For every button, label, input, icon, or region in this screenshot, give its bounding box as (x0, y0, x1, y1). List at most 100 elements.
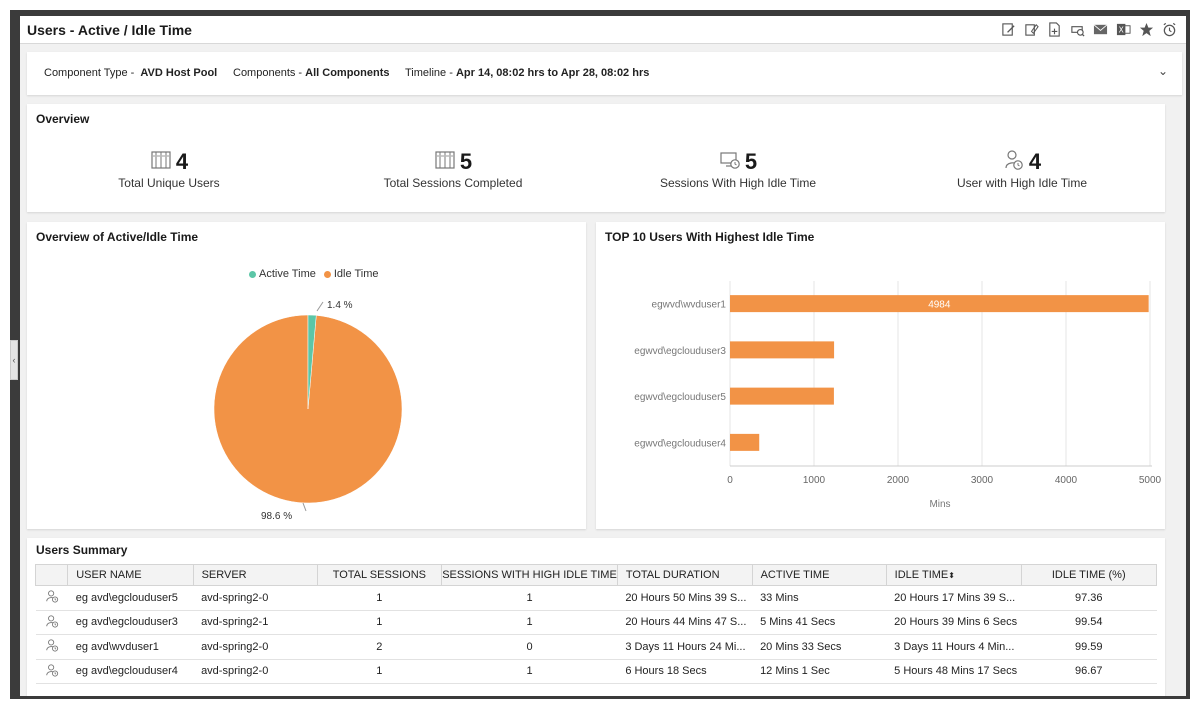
cell-active-time: 12 Mins 1 Sec (752, 659, 887, 684)
sort-arrows-icon[interactable]: ⬍ (948, 571, 955, 580)
column-header-total-sessions[interactable]: TOTAL SESSIONS (316, 564, 443, 586)
print-preview-icon[interactable] (1069, 21, 1086, 38)
users-summary-panel: Users Summary USER NAME SERVER TOTAL SES… (27, 538, 1165, 696)
table-row[interactable]: eg avd\wvduser1 avd-spring2-0 2 0 3 Days 11 … (35, 634, 1157, 660)
table-header-row: USER NAME SERVER TOTAL SESSIONS SESSIONS… (34, 564, 1157, 586)
cell-idle-time: 5 Hours 48 Mins 17 Secs (886, 659, 1021, 684)
row-icon-cell (35, 610, 68, 635)
filter-bar[interactable]: Component Type - AVD Host Pool Component… (27, 52, 1182, 95)
metric-value: 5 (459, 149, 473, 174)
bar[interactable] (730, 433, 760, 451)
components-label: Components - (233, 67, 303, 79)
timeline-filter[interactable]: Timeline - Apr 14, 08:02 hrs to Apr 28, … (405, 67, 649, 79)
column-header-icon (34, 564, 69, 586)
x-axis-title: Mins (929, 499, 950, 510)
cell-idle-time: 20 Hours 39 Mins 6 Secs (886, 610, 1021, 635)
alarm-clock-icon[interactable] (1161, 21, 1178, 38)
legend-item-active[interactable]: Active Time (249, 268, 316, 280)
toolbar: X (1000, 21, 1178, 38)
x-tick-label: 1000 (803, 475, 826, 486)
legend-item-idle[interactable]: Idle Time (323, 268, 379, 280)
cell-user[interactable]: eg avd\egclouduser5 (67, 585, 194, 611)
monitor-clock-icon (719, 149, 741, 176)
column-header-sessions-high-idle[interactable]: SESSIONS WITH HIGH IDLE TIME (441, 564, 618, 586)
edit-icon[interactable] (1023, 21, 1040, 38)
favorite-star-icon[interactable] (1138, 21, 1155, 38)
export-file-icon[interactable] (1046, 21, 1063, 38)
cell-user[interactable]: eg avd\egclouduser3 (67, 610, 194, 635)
metric-label: Total Unique Users (118, 176, 220, 190)
component-type-label: Component Type - (44, 67, 135, 79)
column-header-idle-pct[interactable]: IDLE TIME (%) (1020, 564, 1157, 586)
y-category-label: egwvd\egclouduser3 (634, 346, 726, 357)
pie-slice-active[interactable] (307, 314, 317, 410)
cell-idle-pct: 96.67 (1021, 659, 1157, 684)
user-clock-icon (1003, 149, 1025, 176)
edit-report-icon[interactable] (1000, 21, 1017, 38)
timeline-value: Apr 14, 08:02 hrs to Apr 28, 08:02 hrs (455, 67, 650, 79)
pie-data-label-idle: 98.6 % (261, 511, 292, 522)
user-clock-icon[interactable] (45, 590, 59, 606)
pie-slice-idle[interactable] (213, 314, 403, 504)
pie-legend: Active Time Idle Time (249, 268, 379, 280)
cell-server: avd-spring2-0 (193, 659, 317, 684)
cell-server: avd-spring2-0 (193, 634, 317, 660)
user-clock-icon[interactable] (45, 664, 59, 680)
table-row[interactable]: eg avd\egclouduser4 avd-spring2-0 1 1 6 Hour… (35, 659, 1157, 684)
cell-user[interactable]: eg avd\wvduser1 (67, 634, 194, 660)
cell-total-duration: 3 Days 11 Hours 24 Mi... (617, 634, 753, 660)
user-clock-icon[interactable] (45, 639, 59, 655)
excel-icon[interactable]: X (1115, 21, 1132, 38)
sessions-icon (434, 149, 456, 176)
cell-active-time: 33 Mins (752, 585, 887, 611)
bar[interactable] (730, 295, 1149, 313)
y-category-label: egwvd\egclouduser5 (634, 392, 726, 403)
table-body: eg avd\egclouduser5 avd-spring2-0 1 1 20 Hou… (35, 585, 1157, 684)
legend-label-idle: Idle Time (333, 268, 379, 280)
components-filter[interactable]: Components - All Components (233, 67, 390, 79)
bar[interactable] (730, 341, 835, 359)
cell-total-duration: 20 Hours 44 Mins 47 S... (617, 610, 753, 635)
cell-idle-time: 3 Days 11 Hours 4 Min... (886, 634, 1021, 660)
column-header-idle-time[interactable]: IDLE TIME⬍ (885, 564, 1022, 586)
cell-idle-pct: 99.59 (1021, 634, 1157, 660)
y-category-label: egwvd\wvduser1 (652, 300, 727, 311)
email-icon[interactable] (1092, 21, 1109, 38)
pie-leader-idle (302, 502, 307, 512)
cell-high-idle: 1 (441, 659, 618, 684)
bar-panel-title: TOP 10 Users With Highest Idle Time (605, 230, 815, 244)
column-header-total-duration[interactable]: TOTAL DURATION (616, 564, 753, 586)
pie-leader-active (316, 301, 324, 312)
table-row[interactable]: eg avd\egclouduser3 avd-spring2-1 1 1 20 Hou… (35, 610, 1157, 635)
column-header-user-name[interactable]: USER NAME (67, 564, 194, 586)
column-header-active-time[interactable]: ACTIVE TIME (751, 564, 887, 586)
table-row[interactable]: eg avd\egclouduser5 avd-spring2-0 1 1 20 Hou… (35, 585, 1157, 611)
legend-dot-active (249, 270, 256, 278)
idle-time-header-label: IDLE TIME (894, 569, 949, 581)
cell-user[interactable]: eg avd\egclouduser4 (67, 659, 194, 684)
page-title: Users - Active / Idle Time (27, 22, 192, 38)
collapse-sidebar-tab[interactable]: ‹ (10, 340, 18, 380)
users-summary-table: USER NAME SERVER TOTAL SESSIONS SESSIONS… (34, 564, 1157, 684)
overview-title: Overview (36, 112, 90, 126)
chevron-down-icon[interactable]: ⌄ (1157, 64, 1168, 78)
metric-users-high-idle: 4 User with High Idle Time (902, 149, 1142, 190)
row-icon-cell (35, 634, 68, 660)
active-idle-pie-panel: Overview of Active/Idle Time Active Time… (27, 222, 586, 529)
bar[interactable] (730, 387, 834, 405)
metric-label: User with High Idle Time (956, 176, 1088, 190)
pie-panel-title: Overview of Active/Idle Time (36, 230, 199, 244)
cell-high-idle: 0 (441, 634, 618, 660)
component-type-filter[interactable]: Component Type - AVD Host Pool (44, 67, 217, 79)
bar-chart: 0 1000 2000 3000 4000 5000 egwvd\wvduser1 4984 e… (634, 281, 1162, 510)
legend-dot-idle (323, 270, 331, 278)
cell-server: avd-spring2-1 (193, 610, 317, 635)
x-tick-label: 2000 (887, 475, 910, 486)
summary-title: Users Summary (36, 543, 128, 557)
overview-panel: Overview 4 Total Unique Users 5 Total Se… (27, 104, 1165, 212)
user-clock-icon[interactable] (45, 615, 59, 631)
column-header-server[interactable]: SERVER (192, 564, 318, 586)
cell-active-time: 20 Mins 33 Secs (752, 634, 887, 660)
cell-active-time: 5 Mins 41 Secs (752, 610, 887, 635)
cell-total-sessions: 2 (317, 634, 442, 660)
